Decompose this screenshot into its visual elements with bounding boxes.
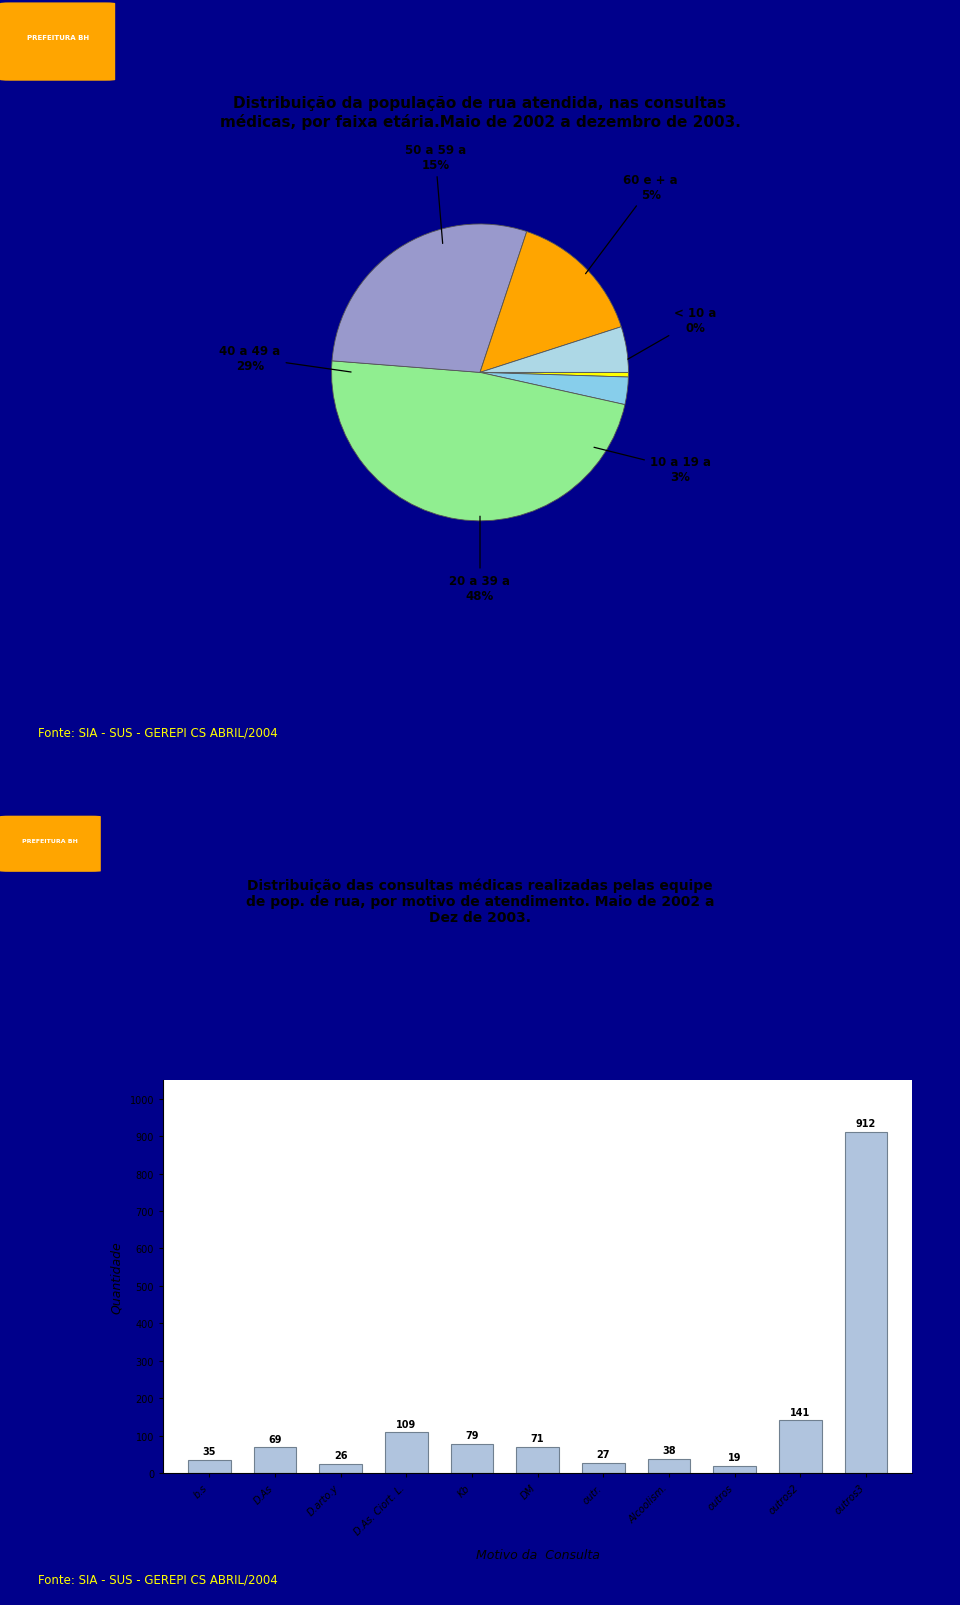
Bar	[713, 1467, 756, 1473]
Text: 50 a 59 a
15%: 50 a 59 a 15%	[405, 144, 467, 244]
Text: 141: 141	[790, 1408, 810, 1417]
Text: 69: 69	[268, 1433, 281, 1444]
Text: 109: 109	[396, 1419, 417, 1428]
Text: 10 a 19 a
3%: 10 a 19 a 3%	[594, 448, 711, 483]
Text: Distribuição das consultas médicas realizadas pelas equipe
de pop. de rua, por m: Distribuição das consultas médicas reali…	[246, 878, 714, 924]
Y-axis label: Quantidade: Quantidade	[109, 1241, 123, 1313]
Text: 79: 79	[466, 1430, 479, 1440]
Wedge shape	[480, 327, 629, 374]
Bar	[648, 1459, 690, 1473]
Text: Fonte: SIA - SUS - GEREPI CS ABRIL/2004: Fonte: SIA - SUS - GEREPI CS ABRIL/2004	[38, 725, 278, 740]
Text: 35: 35	[203, 1446, 216, 1457]
Wedge shape	[480, 374, 629, 406]
Text: PREFEITURA BH: PREFEITURA BH	[22, 839, 78, 844]
Bar	[450, 1444, 493, 1473]
Text: PREFEITURA BH: PREFEITURA BH	[27, 35, 88, 42]
Text: Fonte: SIA - SUS - GEREPI CS ABRIL/2004: Fonte: SIA - SUS - GEREPI CS ABRIL/2004	[38, 1571, 278, 1586]
Bar	[253, 1448, 297, 1473]
Text: Distribuição da população de rua atendida, nas consultas
médicas, por faixa etár: Distribuição da população de rua atendid…	[220, 96, 740, 130]
Text: 912: 912	[856, 1119, 876, 1128]
Bar	[845, 1132, 887, 1473]
Wedge shape	[331, 361, 625, 522]
Bar	[582, 1464, 625, 1473]
Text: 38: 38	[662, 1446, 676, 1456]
Text: 26: 26	[334, 1449, 348, 1461]
Text: 71: 71	[531, 1433, 544, 1443]
Wedge shape	[332, 225, 527, 374]
Text: 60 e + a
5%: 60 e + a 5%	[586, 173, 678, 274]
FancyBboxPatch shape	[0, 817, 101, 872]
Text: 40 a 49 a
29%: 40 a 49 a 29%	[219, 345, 351, 372]
FancyBboxPatch shape	[0, 3, 115, 82]
Bar	[385, 1433, 427, 1473]
Wedge shape	[480, 233, 621, 374]
Bar	[779, 1420, 822, 1473]
Text: 20 a 39 a
48%: 20 a 39 a 48%	[449, 517, 511, 602]
Bar	[516, 1446, 559, 1473]
Wedge shape	[480, 374, 629, 377]
Text: < 10 a
0%: < 10 a 0%	[628, 307, 716, 360]
X-axis label: Motivo da  Consulta: Motivo da Consulta	[475, 1547, 600, 1560]
Text: 19: 19	[728, 1453, 741, 1462]
Text: 27: 27	[596, 1449, 610, 1459]
Bar	[188, 1461, 230, 1473]
Bar	[319, 1464, 362, 1473]
